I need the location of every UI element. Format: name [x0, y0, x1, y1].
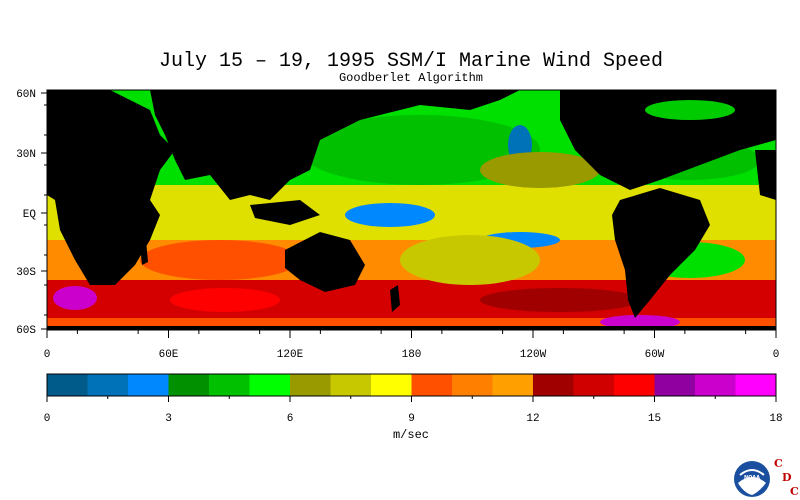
colorbar-unit: m/sec [392, 428, 429, 442]
lat-label: 30S [16, 267, 36, 279]
lat-label: 60S [16, 325, 36, 337]
land-masses [47, 90, 776, 330]
colorbar-swatch [249, 374, 291, 396]
colorbar-swatch [533, 374, 574, 396]
colorbar-tick-label: 3 [165, 413, 172, 425]
colorbar-swatch [128, 374, 169, 396]
map-title: July 15 – 19, 1995 SSM/I Marine Wind Spe… [158, 50, 664, 73]
noaa-emblem-text: NOAA [744, 475, 760, 481]
colorbar: 0 3 6 9 12 15 18 [44, 373, 783, 425]
lon-label: 60W [645, 349, 665, 361]
lon-label: 120W [520, 349, 547, 361]
lon-label: 60E [159, 349, 179, 361]
colorbar-swatch [371, 374, 412, 396]
colorbar-tick-label: 12 [526, 413, 539, 425]
colorbar-swatch [654, 374, 696, 396]
colorbar-swatch [290, 374, 331, 396]
lon-label: 120E [277, 349, 304, 361]
lon-label: 180 [402, 349, 422, 361]
map-subtitle: Goodberlet Algorithm [338, 71, 484, 85]
colorbar-swatch [330, 374, 372, 396]
colorbar-swatch [168, 374, 210, 396]
latitude-axis: 60N 30N EQ 30S 60S [16, 89, 47, 337]
colorbar-tick-label: 6 [287, 413, 294, 425]
colorbar-swatch [695, 374, 736, 396]
noaa-cdc-logo: NOAA C D C [730, 455, 800, 500]
colorbar-tick-label: 15 [648, 413, 661, 425]
logo-letter-d: D [782, 471, 792, 484]
colorbar-swatch [87, 374, 129, 396]
colorbar-swatch [735, 374, 777, 396]
longitude-axis: 0 60E 120E 180 120W 60W 0 [44, 330, 780, 361]
colorbar-swatch [411, 374, 453, 396]
wind-speed-map [47, 90, 776, 330]
colorbar-swatch [47, 374, 88, 396]
logo-letter-c2: C [790, 485, 799, 498]
colorbar-swatch [492, 374, 534, 396]
logo-letter-c1: C [774, 457, 783, 470]
lat-label: 60N [16, 89, 36, 101]
colorbar-swatch [573, 374, 615, 396]
lat-label: EQ [23, 209, 37, 221]
lat-label: 30N [16, 149, 36, 161]
colorbar-swatch [614, 374, 655, 396]
colorbar-swatch [452, 374, 493, 396]
lon-label: 0 [773, 349, 780, 361]
colorbar-swatch [209, 374, 250, 396]
colorbar-tick-label: 18 [769, 413, 782, 425]
colorbar-tick-label: 9 [408, 413, 415, 425]
lon-label: 0 [44, 349, 51, 361]
colorbar-tick-label: 0 [44, 413, 51, 425]
